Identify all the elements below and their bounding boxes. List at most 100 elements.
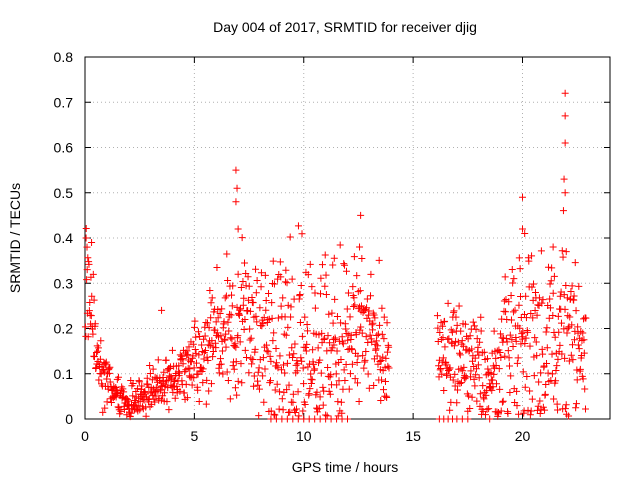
data-point: [548, 264, 556, 272]
data-point: [212, 318, 220, 326]
data-point: [568, 321, 576, 329]
data-point: [114, 403, 122, 411]
data-point: [304, 363, 312, 371]
data-point: [228, 302, 236, 310]
data-point: [369, 309, 377, 317]
data-point: [513, 359, 521, 367]
data-point: [226, 310, 234, 318]
data-point: [483, 405, 491, 413]
data-point: [537, 369, 545, 377]
data-point: [270, 280, 278, 288]
data-point: [358, 329, 366, 337]
data-point: [82, 234, 90, 242]
data-point: [465, 392, 473, 400]
data-point: [555, 328, 563, 336]
data-point: [263, 341, 271, 349]
data-point: [176, 369, 184, 377]
data-point: [482, 391, 490, 399]
data-point: [541, 390, 549, 398]
data-point: [200, 335, 208, 343]
data-point: [301, 313, 309, 321]
data-point: [207, 380, 215, 388]
data-point: [105, 369, 113, 377]
data-point: [552, 377, 560, 385]
data-point: [568, 282, 576, 290]
data-point: [120, 388, 128, 396]
data-point: [356, 287, 364, 295]
data-point: [234, 377, 242, 385]
data-point: [231, 384, 239, 392]
data-point: [129, 392, 137, 400]
data-point: [129, 379, 137, 387]
data-point: [369, 319, 377, 327]
data-point: [320, 334, 328, 342]
data-point: [507, 372, 515, 380]
data-point: [232, 198, 240, 206]
data-point: [278, 395, 286, 403]
data-point: [174, 368, 182, 376]
data-point: [505, 354, 513, 362]
data-point: [444, 335, 452, 343]
data-point: [277, 302, 285, 310]
data-point: [224, 318, 232, 326]
data-point: [318, 261, 326, 269]
data-point: [446, 406, 454, 414]
data-point: [207, 314, 215, 322]
data-point: [330, 254, 338, 262]
data-point: [262, 306, 270, 314]
data-point: [180, 389, 188, 397]
data-point: [365, 384, 373, 392]
data-point: [151, 398, 159, 406]
data-point: [348, 346, 356, 354]
data-point: [317, 369, 325, 377]
data-point: [350, 253, 358, 261]
data-point: [368, 326, 376, 334]
data-point: [331, 336, 339, 344]
data-point: [563, 329, 571, 337]
data-point: [361, 356, 369, 364]
data-point: [521, 229, 529, 237]
data-point: [214, 314, 222, 322]
data-point: [102, 358, 110, 366]
x-tick-label: 10: [296, 428, 312, 444]
data-point: [179, 360, 187, 368]
data-point: [194, 328, 202, 336]
data-point: [453, 399, 461, 407]
data-point: [184, 351, 192, 359]
data-point: [230, 365, 238, 373]
data-point: [217, 332, 225, 340]
data-point: [377, 356, 385, 364]
data-point: [385, 364, 393, 372]
data-point: [149, 365, 157, 373]
data-point: [328, 309, 336, 317]
data-point: [579, 329, 587, 337]
data-point: [526, 342, 534, 350]
data-point: [204, 356, 212, 364]
data-point: [366, 331, 374, 339]
data-point: [166, 364, 174, 372]
data-point: [326, 339, 334, 347]
data-point: [357, 323, 365, 331]
data-point: [270, 329, 278, 337]
data-point: [90, 296, 98, 304]
data-point: [239, 278, 247, 286]
data-point: [549, 289, 557, 297]
data-point: [265, 289, 273, 297]
data-point: [340, 366, 348, 374]
data-point: [248, 360, 256, 368]
data-point: [232, 358, 240, 366]
data-point: [315, 404, 323, 412]
data-point: [158, 306, 166, 314]
data-point: [509, 343, 517, 351]
data-point: [311, 365, 319, 373]
data-point: [546, 280, 554, 288]
data-point: [261, 271, 269, 279]
data-point: [522, 292, 530, 300]
data-point: [254, 368, 262, 376]
data-point: [228, 291, 236, 299]
data-point: [325, 387, 333, 395]
data-point: [293, 367, 301, 375]
data-point: [313, 388, 321, 396]
data-point: [106, 363, 114, 371]
data-point: [471, 354, 479, 362]
